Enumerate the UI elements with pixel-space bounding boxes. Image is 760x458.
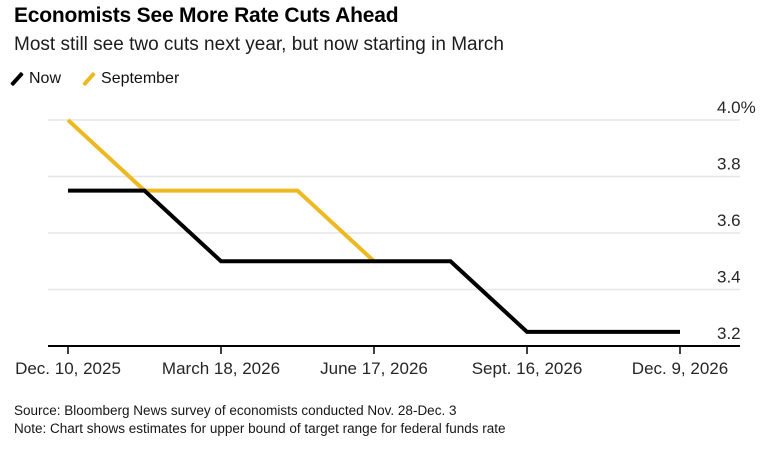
x-axis-label: Dec. 9, 2026 xyxy=(632,359,728,378)
x-axis-label: June 17, 2026 xyxy=(320,359,428,378)
legend-item-now: Now xyxy=(10,70,62,88)
legend-item-september: September xyxy=(82,70,180,88)
x-axis-label: Dec. 10, 2025 xyxy=(15,359,121,378)
legend: Now September xyxy=(10,70,180,88)
y-axis-label: 3.6 xyxy=(717,211,741,230)
source-text: Source: Bloomberg News survey of economi… xyxy=(14,403,457,418)
legend-label-september: September xyxy=(101,70,180,87)
rate-cuts-line-chart: 4.0% 3.8 3.6 3.4 3.2 Dec. 10, 2025 March 18, 2… xyxy=(15,98,756,378)
chart-subtitle: Most still see two cuts next year, but n… xyxy=(14,34,504,55)
y-axis-label: 3.4 xyxy=(717,268,741,287)
y-axis-label: 4.0% xyxy=(717,98,756,117)
chart-footer: Source: Bloomberg News survey of economi… xyxy=(14,402,506,437)
series-line-september xyxy=(66,118,376,263)
chart-title: Economists See More Rate Cuts Ahead xyxy=(14,4,399,27)
y-axis-label: 3.8 xyxy=(717,155,741,174)
y-axis-label: 3.2 xyxy=(717,324,741,343)
note-text: Note: Chart shows estimates for upper bo… xyxy=(14,420,506,436)
series-line-now xyxy=(68,188,680,334)
legend-label-now: Now xyxy=(29,70,62,87)
x-axis-label: Sept. 16, 2026 xyxy=(472,359,583,378)
x-axis-label: March 18, 2026 xyxy=(162,359,280,378)
september-line-swatch-icon xyxy=(82,71,96,87)
